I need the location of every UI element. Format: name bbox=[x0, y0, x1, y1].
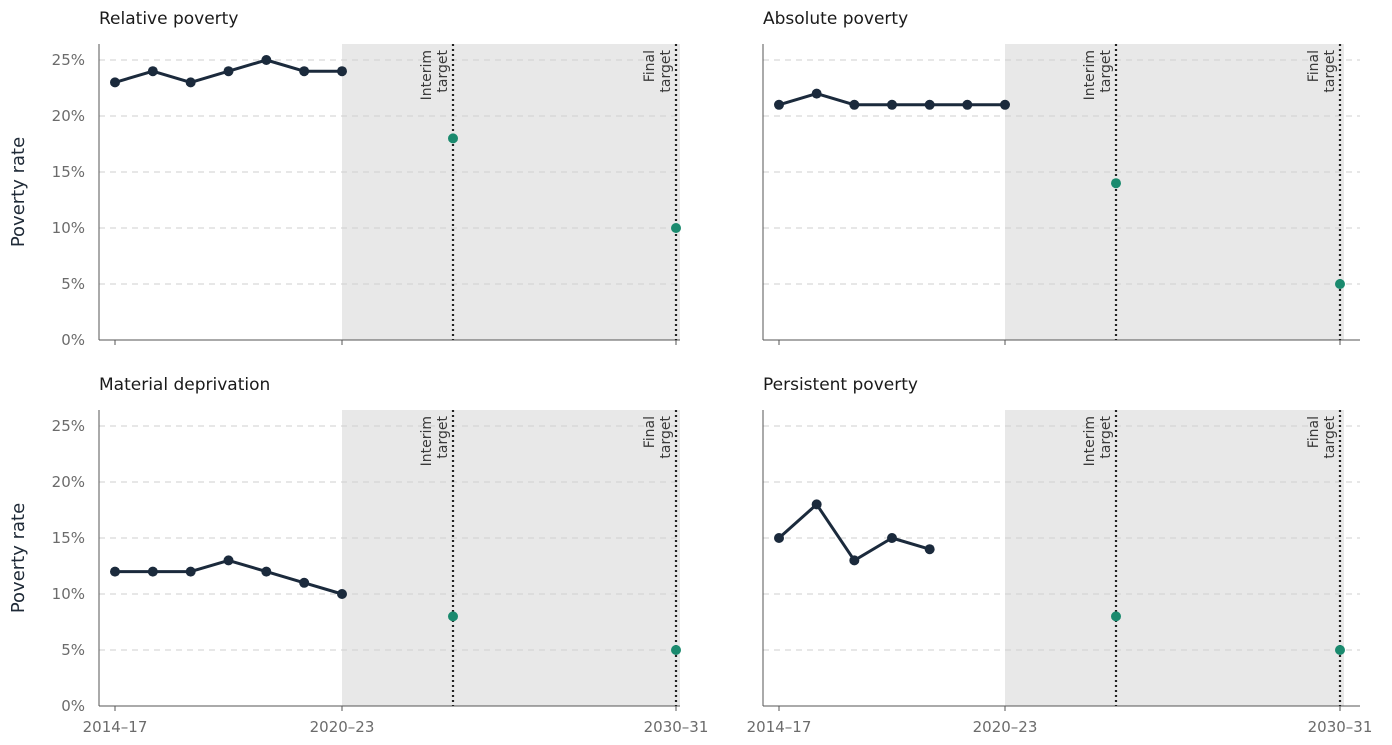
interim-target-label: Interim target bbox=[1082, 416, 1114, 467]
interim-target-label: Interim target bbox=[419, 416, 451, 467]
x-tick-label: 2014–17 bbox=[83, 718, 148, 736]
projection-shade bbox=[342, 44, 680, 340]
data-point bbox=[887, 99, 897, 110]
y-tick-label: 5% bbox=[61, 275, 85, 293]
target-label-line-2: target bbox=[435, 50, 451, 93]
series-line bbox=[778, 502, 931, 562]
data-point bbox=[924, 99, 935, 110]
panel-title: Persistent poverty bbox=[763, 375, 918, 395]
final-target-point bbox=[671, 223, 681, 233]
final-target-label: Final target bbox=[1306, 50, 1338, 93]
interim-target-point bbox=[1111, 178, 1121, 189]
y-tick-label: 25% bbox=[52, 417, 85, 435]
final-target-label: Final target bbox=[642, 416, 674, 459]
target-label-line-1: Interim bbox=[1082, 50, 1098, 100]
y-tick-label: 0% bbox=[61, 331, 85, 349]
data-point bbox=[849, 99, 860, 110]
final-target-point bbox=[1335, 279, 1345, 289]
target-label-line-2: target bbox=[1322, 416, 1338, 459]
chart-panel-3: 0% 5% 10% 15% 20% 25% 2014–17 2020–23 2030–31 Int… bbox=[8, 375, 708, 736]
target-label-line-1: Interim bbox=[419, 416, 435, 466]
target-label-line-2: target bbox=[658, 50, 674, 93]
x-tick-label: 2020–23 bbox=[310, 718, 375, 736]
projection-shade bbox=[342, 410, 680, 706]
target-label-line-1: Interim bbox=[1082, 416, 1098, 466]
data-point bbox=[147, 566, 158, 577]
y-tick-label: 10% bbox=[52, 219, 85, 237]
final-target-label: Final target bbox=[642, 50, 674, 93]
final-target-label: Final target bbox=[1306, 416, 1338, 459]
target-label-line-2: target bbox=[1098, 416, 1114, 459]
projection-shade bbox=[1005, 44, 1344, 340]
target-label-line-1: Final bbox=[642, 416, 658, 448]
data-point bbox=[185, 566, 196, 577]
target-label-line-2: target bbox=[658, 416, 674, 459]
projection-shade bbox=[1005, 410, 1344, 706]
data-point bbox=[924, 544, 935, 555]
target-label-line-1: Final bbox=[1306, 416, 1322, 448]
y-tick-label: 25% bbox=[52, 51, 85, 69]
data-point bbox=[337, 66, 347, 77]
data-point bbox=[849, 555, 860, 566]
y-axis-label: Poverty rate bbox=[8, 503, 29, 613]
data-point bbox=[261, 566, 272, 577]
chart-panel-1: 0%5%10%15%20%25% Interim target Final target… bbox=[8, 9, 681, 349]
y-tick-label: 10% bbox=[52, 585, 85, 603]
series-line bbox=[115, 558, 343, 596]
y-tick-label: 15% bbox=[52, 163, 85, 181]
target-label-line-1: Interim bbox=[419, 50, 435, 100]
data-point bbox=[774, 533, 784, 543]
y-tick-label: 15% bbox=[52, 529, 85, 547]
panel-title: Absolute poverty bbox=[763, 9, 908, 29]
y-tick-label: 20% bbox=[52, 473, 85, 491]
data-point bbox=[223, 66, 234, 77]
data-point bbox=[774, 99, 784, 110]
data-point bbox=[147, 66, 158, 77]
data-point bbox=[299, 577, 310, 588]
interim-target-point bbox=[448, 133, 458, 144]
data-point bbox=[811, 499, 822, 510]
x-tick-label: 2020–23 bbox=[973, 718, 1038, 736]
data-point bbox=[1000, 99, 1010, 110]
y-tick-label: 20% bbox=[52, 107, 85, 125]
interim-target-point bbox=[1111, 611, 1121, 622]
data-point bbox=[887, 533, 897, 543]
y-axis-label: Poverty rate bbox=[8, 137, 29, 247]
data-point bbox=[110, 566, 120, 577]
x-tick-label: 2030–31 bbox=[644, 718, 709, 736]
interim-target-point bbox=[448, 611, 458, 622]
interim-target-label: Interim target bbox=[419, 50, 451, 101]
target-label-line-1: Final bbox=[642, 50, 658, 82]
data-point bbox=[223, 555, 234, 566]
data-point bbox=[185, 77, 196, 88]
data-point bbox=[110, 77, 120, 88]
interim-target-label: Interim target bbox=[1082, 50, 1114, 101]
data-point bbox=[811, 88, 822, 99]
final-target-point bbox=[671, 645, 681, 655]
data-point bbox=[299, 66, 310, 77]
data-point bbox=[337, 589, 347, 599]
data-point bbox=[261, 55, 272, 65]
data-point bbox=[962, 99, 973, 110]
y-tick-label: 5% bbox=[61, 641, 85, 659]
y-tick-label: 0% bbox=[61, 697, 85, 715]
x-tick-label: 2030–31 bbox=[1308, 718, 1373, 736]
target-label-line-2: target bbox=[1322, 50, 1338, 93]
target-label-line-2: target bbox=[435, 416, 451, 459]
final-target-point bbox=[1335, 645, 1345, 655]
target-label-line-1: Final bbox=[1306, 50, 1322, 82]
panel-title: Material deprivation bbox=[99, 375, 270, 395]
x-tick-label: 2014–17 bbox=[747, 718, 812, 736]
panel-title: Relative poverty bbox=[99, 9, 238, 29]
target-label-line-2: target bbox=[1098, 50, 1114, 93]
